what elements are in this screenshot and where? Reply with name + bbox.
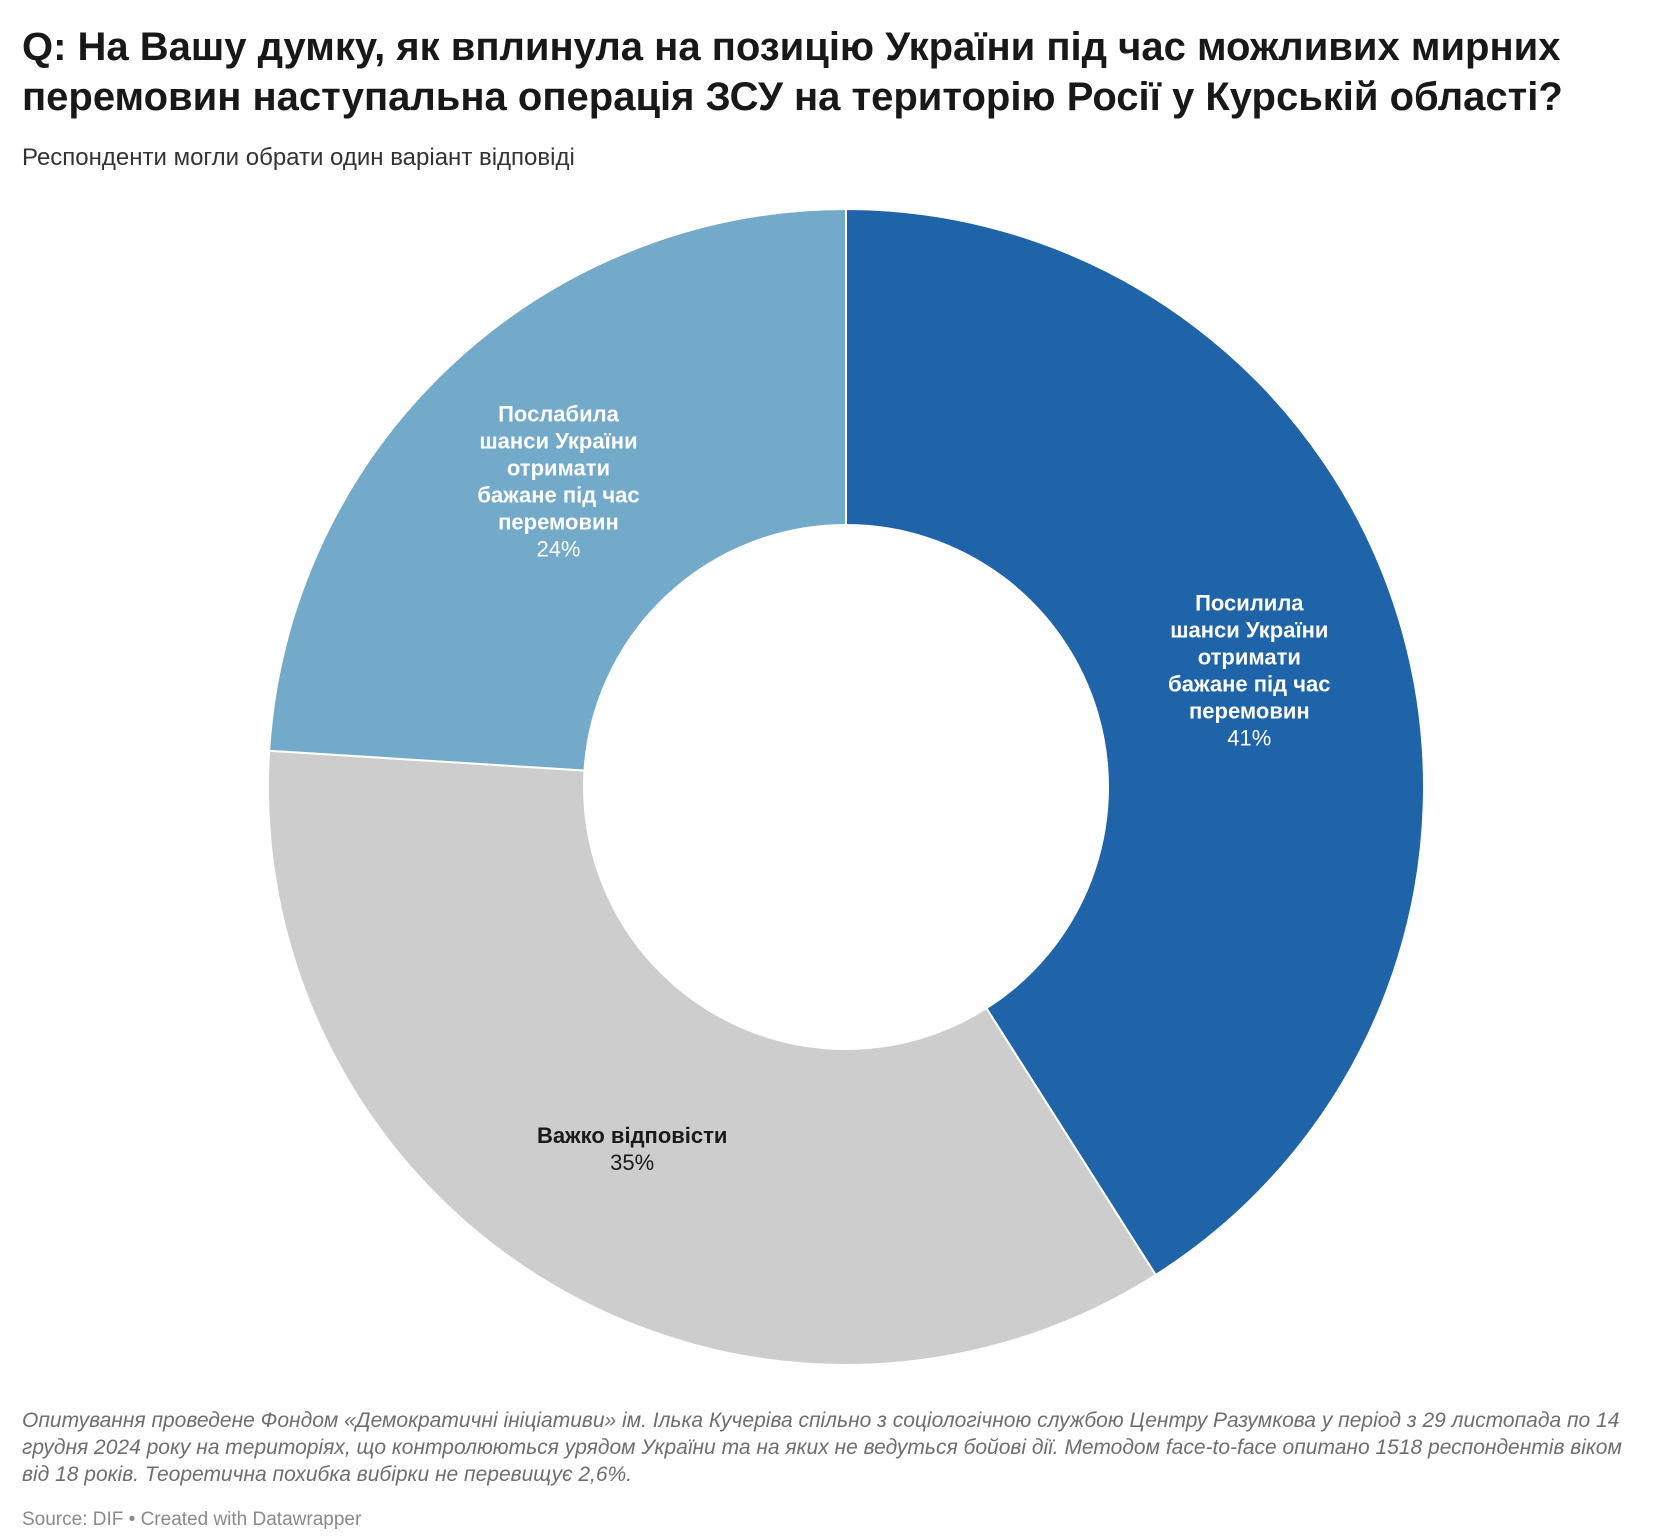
donut-slice-2 [268,207,847,772]
slice-label-2: Послабила шанси України отримати бажане під… [477,401,639,561]
slice-labels: Посилила шанси України отримати бажане під … [477,401,1330,1175]
slice-category-line: шанси України [479,428,637,453]
slice-value-label: 41% [1227,725,1271,750]
chart-subtitle: Респонденти могли обрати один варіант ві… [22,144,575,171]
donut-slice-0 [845,207,1425,1277]
slice-category-line: бажане під час [477,482,639,507]
slice-category-line: перемовин [1189,698,1310,723]
slice-category-line: отримати [507,455,610,480]
slice-category-line: перемовин [498,509,619,534]
slice-category-line: Важко відповісти [537,1123,728,1148]
slice-category-line: бажане під час [1168,671,1330,696]
slice-label-1: Важко відповісти 35% [537,1123,728,1175]
chart-notes: Опитування проведене Фондом «Демократичн… [22,1409,1622,1486]
slice-category-line: Посилила [1195,590,1304,615]
slice-value-label: 35% [610,1150,654,1175]
slice-category-line: Послабила [498,401,619,426]
slice-value-label: 24% [536,536,580,561]
donut-slices [267,207,1425,1366]
slice-category-line: шанси України [1170,617,1328,642]
donut-slice-1 [267,749,1158,1366]
slice-category-line: отримати [1198,644,1301,669]
donut-chart: Посилила шанси України отримати бажане під … [267,207,1425,1366]
chart-title: Q: На Вашу думку, як вплинула на позицію… [22,25,1563,119]
chart-source: Source: DIF • Created with Datawrapper [22,1509,362,1530]
slice-label-0: Посилила шанси України отримати бажане під … [1168,590,1330,750]
